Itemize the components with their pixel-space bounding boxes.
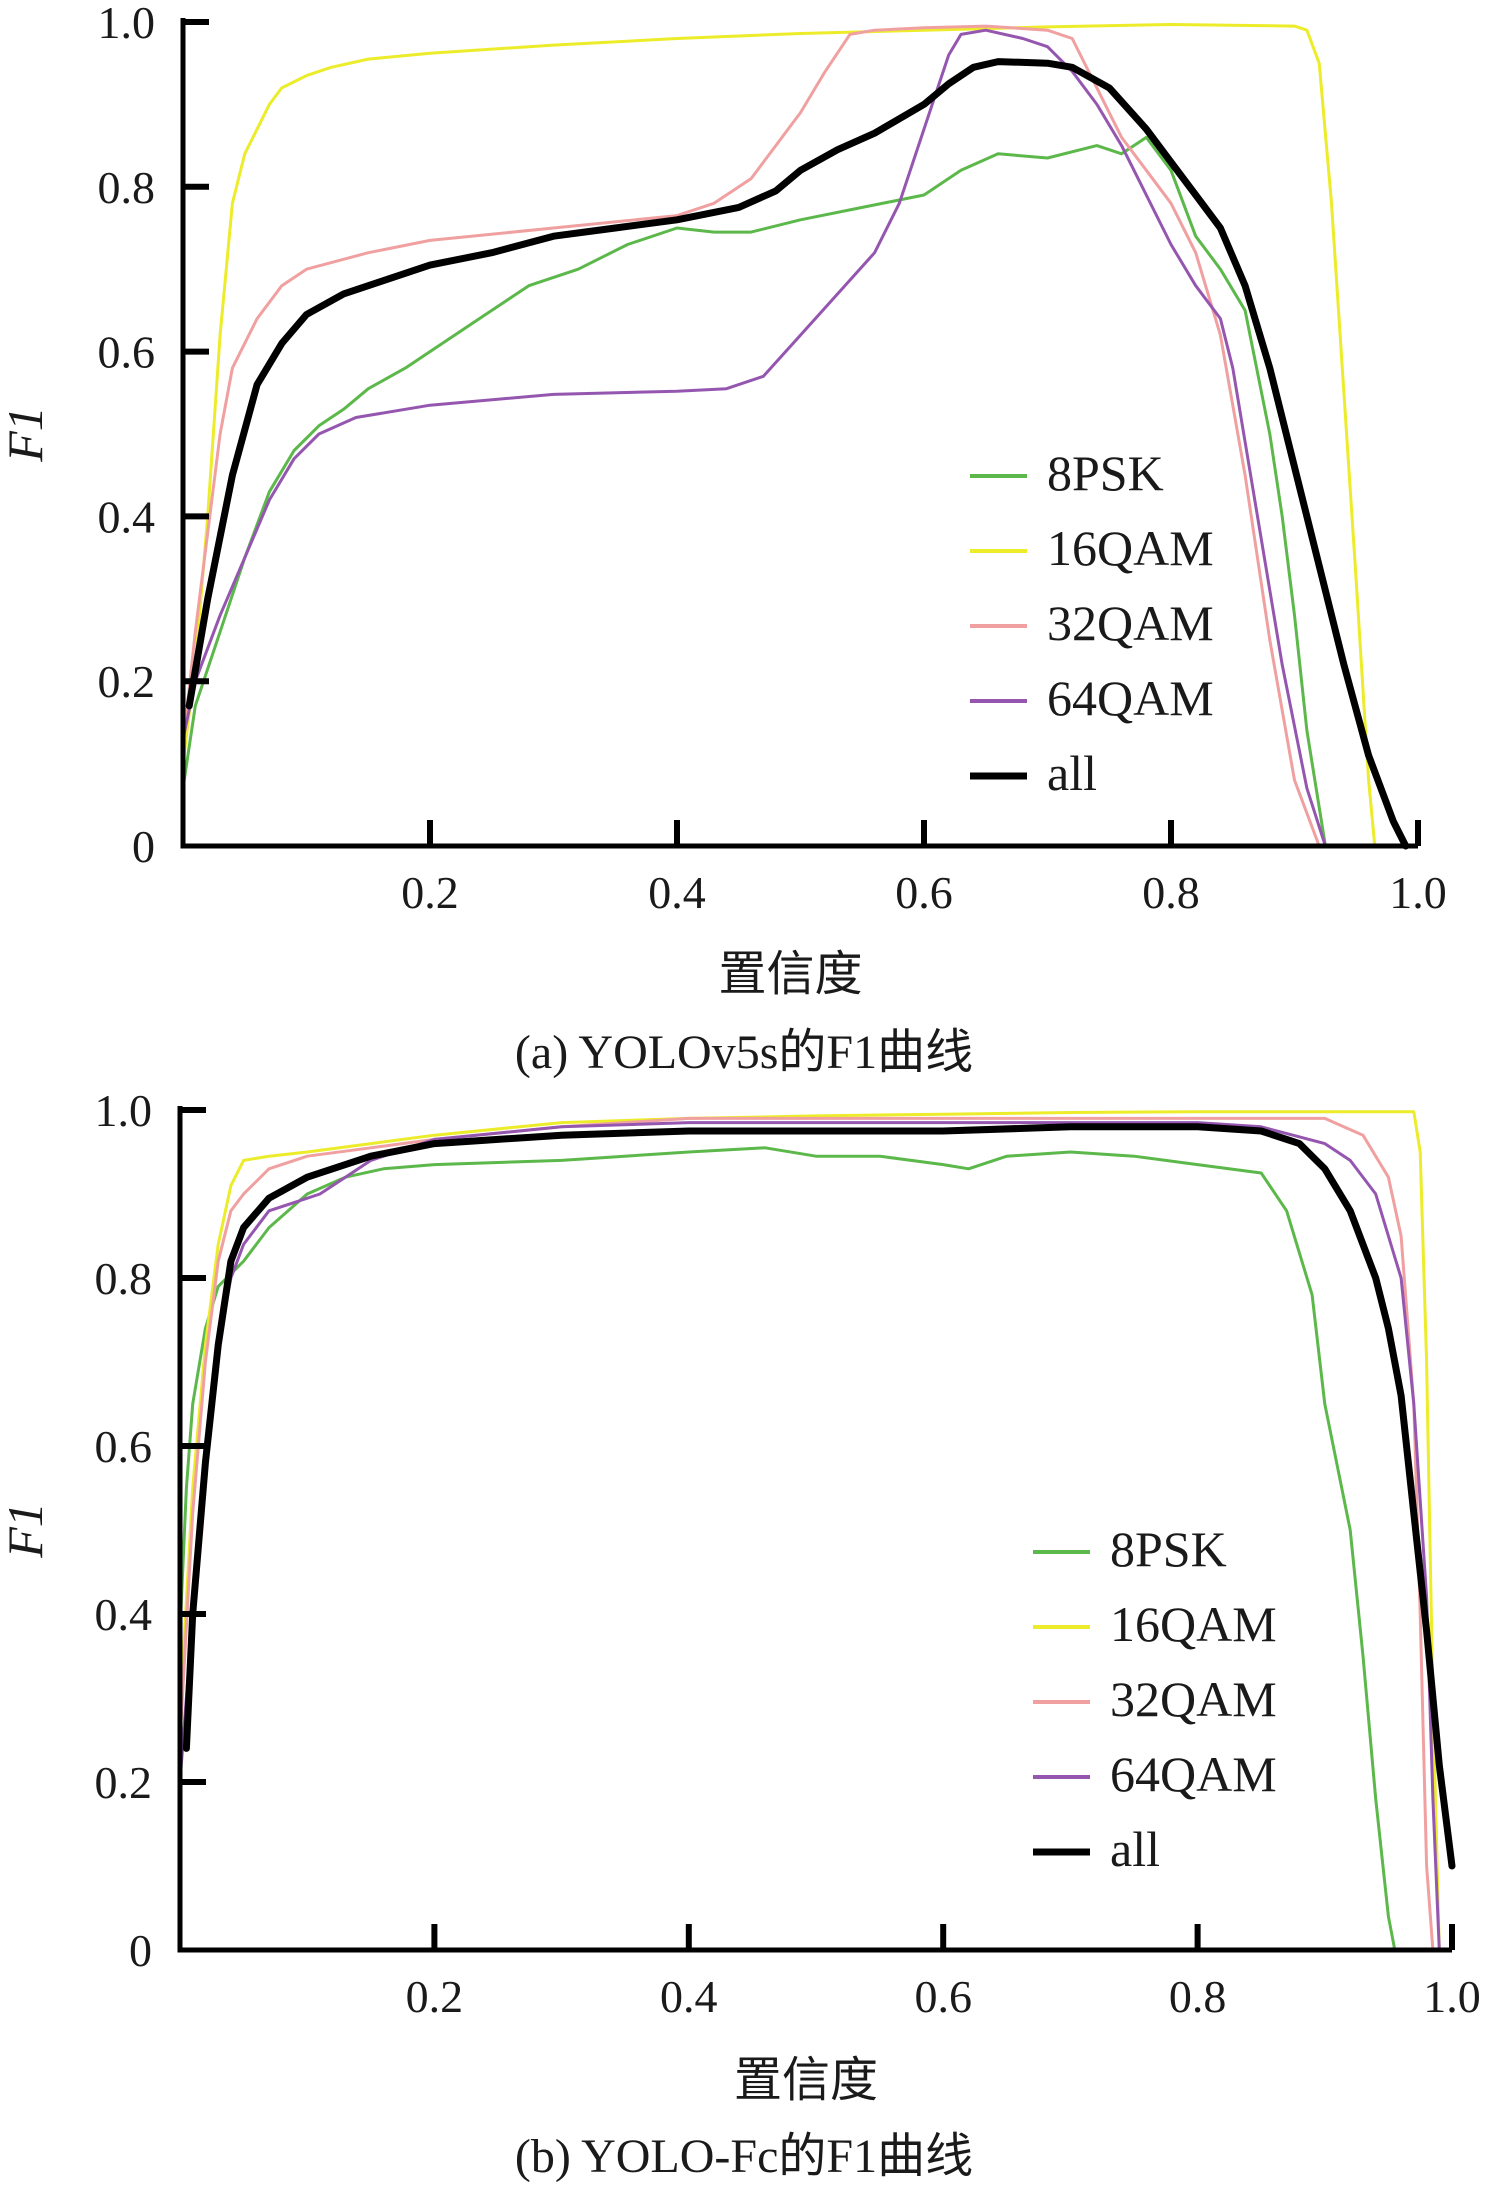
x-axis-title: 置信度 [734, 2052, 878, 2108]
y-tick-label: 0 [129, 1925, 152, 1976]
chart-b: 0 0.2 0.4 0.6 0.8 1.0 0.2 0.4 0.6 0.8 1.0 置信度 F1 (b) … [0, 1085, 1481, 2183]
chart-caption: (a) YOLOv5s的F1曲线 [515, 1026, 973, 1079]
x-tick-label: 0.2 [406, 1971, 464, 2022]
y-tick-label: 1.0 [95, 1085, 153, 1136]
axes [177, 1106, 1452, 1953]
series-line-16qam [181, 23, 1377, 848]
series-line-64qam [178, 1121, 1441, 1952]
legend-label-8psk: 8PSK [1047, 445, 1164, 501]
x-tick-label: 0.2 [401, 867, 459, 918]
series-line-32qam [178, 1116, 1435, 1952]
legend-label-32qam: 32QAM [1047, 595, 1214, 651]
y-tick-label: 0.6 [98, 327, 156, 378]
legend-label-8psk: 8PSK [1110, 1521, 1227, 1577]
axes [180, 18, 1418, 849]
legend-label-32qam: 32QAM [1110, 1671, 1277, 1727]
x-tick-label: 0.6 [895, 867, 953, 918]
series-line-all [185, 58, 1410, 850]
y-tick-label: 0.4 [98, 491, 156, 542]
x-tick-label: 0.4 [660, 1971, 718, 2022]
y-tick-label: 0 [132, 821, 155, 872]
legend-label-64qam: 64QAM [1047, 670, 1214, 726]
legend-label-16qam: 16QAM [1110, 1596, 1277, 1652]
x-tick-label: 1.0 [1389, 867, 1447, 918]
y-tick-label: 0.8 [98, 162, 156, 213]
x-tick-label: 0.8 [1142, 867, 1200, 918]
x-axis-title: 置信度 [718, 946, 862, 1002]
legend-label-16qam: 16QAM [1047, 520, 1214, 576]
y-tick-label: 0.2 [95, 1757, 153, 1808]
chart-caption: (b) YOLO-Fc的F1曲线 [515, 2130, 973, 2183]
x-tick-label: 0.8 [1169, 1971, 1227, 2022]
y-tick-label: 0.8 [95, 1253, 153, 1304]
series-line-8psk [181, 135, 1408, 848]
legend-label-64qam: 64QAM [1110, 1746, 1277, 1802]
y-tick-label: 0.4 [95, 1589, 153, 1640]
y-axis-title: F1 [0, 406, 53, 463]
legend-label-all: all [1047, 745, 1097, 801]
series-line-64qam [181, 28, 1327, 848]
x-tick-label: 0.6 [914, 1971, 972, 2022]
series-line-32qam [181, 24, 1321, 848]
x-tick-label: 1.0 [1423, 1971, 1481, 2022]
series-line-8psk [178, 1146, 1441, 1952]
y-tick-label: 0.6 [95, 1421, 153, 1472]
legend-label-all: all [1110, 1821, 1160, 1877]
series-line-16qam [178, 1110, 1441, 1952]
y-tick-label: 0.2 [98, 656, 156, 707]
x-tick-label: 0.4 [648, 867, 706, 918]
series-line-all [182, 1123, 1456, 1870]
y-tick-label: 1.0 [98, 0, 156, 48]
chart-a: 0 0.2 0.4 0.6 0.8 1.0 0.2 0.4 0.6 0.8 1.0 置信度 F1 (a) … [0, 0, 1447, 1079]
y-axis-title: F1 [0, 1502, 53, 1559]
